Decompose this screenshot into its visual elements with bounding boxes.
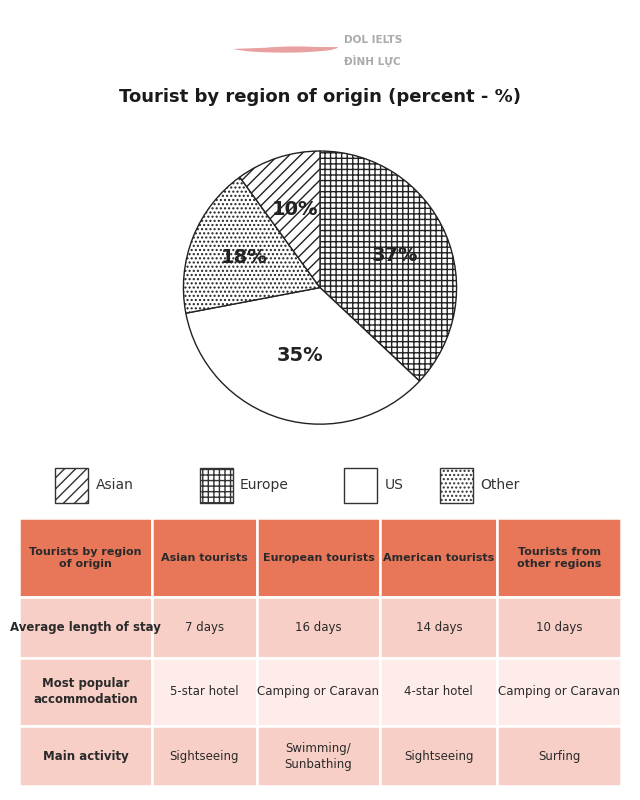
Text: Main activity: Main activity [42, 750, 128, 762]
Text: Sightseeing: Sightseeing [404, 750, 474, 762]
Wedge shape [186, 288, 420, 424]
Text: 10%: 10% [271, 200, 318, 219]
Text: 5-star hotel: 5-star hotel [170, 686, 239, 698]
FancyBboxPatch shape [497, 598, 621, 658]
Text: Tourists by region
of origin: Tourists by region of origin [29, 546, 141, 569]
Text: Tourist by region of origin (percent - %): Tourist by region of origin (percent - %… [119, 89, 521, 106]
Text: 16 days: 16 days [295, 621, 342, 634]
FancyBboxPatch shape [55, 468, 88, 503]
FancyBboxPatch shape [19, 658, 152, 726]
FancyBboxPatch shape [152, 518, 257, 598]
FancyBboxPatch shape [497, 518, 621, 598]
Text: Other: Other [481, 478, 520, 493]
Text: US: US [385, 478, 403, 493]
FancyBboxPatch shape [152, 658, 257, 726]
Text: Tourists from
other regions: Tourists from other regions [517, 546, 602, 569]
Text: 35%: 35% [277, 346, 323, 366]
Text: Camping or Caravan: Camping or Caravan [257, 686, 380, 698]
Text: 14 days: 14 days [415, 621, 462, 634]
Wedge shape [184, 177, 320, 313]
Text: DOL IELTS: DOL IELTS [344, 34, 403, 45]
FancyBboxPatch shape [19, 518, 152, 598]
FancyBboxPatch shape [257, 726, 380, 786]
Text: 4-star hotel: 4-star hotel [404, 686, 473, 698]
FancyBboxPatch shape [380, 658, 497, 726]
Text: Asian tourists: Asian tourists [161, 553, 248, 562]
Text: Sightseeing: Sightseeing [170, 750, 239, 762]
FancyBboxPatch shape [257, 518, 380, 598]
FancyBboxPatch shape [257, 658, 380, 726]
Text: Swimming/
Sunbathing: Swimming/ Sunbathing [285, 742, 353, 770]
Text: ĐÌNH LỰC: ĐÌNH LỰC [344, 54, 401, 66]
Text: 10 days: 10 days [536, 621, 582, 634]
Wedge shape [320, 151, 456, 381]
FancyBboxPatch shape [19, 598, 152, 658]
Text: Average length of stay: Average length of stay [10, 621, 161, 634]
Text: Camping or Caravan: Camping or Caravan [498, 686, 620, 698]
Text: European tourists: European tourists [262, 553, 374, 562]
Wedge shape [233, 47, 338, 53]
FancyBboxPatch shape [380, 518, 497, 598]
FancyBboxPatch shape [257, 598, 380, 658]
Text: 7 days: 7 days [184, 621, 224, 634]
Text: American tourists: American tourists [383, 553, 495, 562]
FancyBboxPatch shape [497, 658, 621, 726]
FancyBboxPatch shape [200, 468, 233, 503]
Wedge shape [260, 46, 332, 50]
FancyBboxPatch shape [19, 726, 152, 786]
Text: Surfing: Surfing [538, 750, 580, 762]
FancyBboxPatch shape [380, 598, 497, 658]
Text: Asian: Asian [95, 478, 134, 493]
FancyBboxPatch shape [152, 598, 257, 658]
FancyBboxPatch shape [440, 468, 474, 503]
FancyBboxPatch shape [497, 726, 621, 786]
Wedge shape [240, 151, 320, 288]
FancyBboxPatch shape [152, 726, 257, 786]
Text: Europe: Europe [240, 478, 289, 493]
Text: 18%: 18% [220, 248, 267, 267]
FancyBboxPatch shape [380, 726, 497, 786]
Text: Most popular
accommodation: Most popular accommodation [33, 678, 138, 706]
FancyBboxPatch shape [344, 468, 377, 503]
Text: 37%: 37% [372, 246, 419, 265]
